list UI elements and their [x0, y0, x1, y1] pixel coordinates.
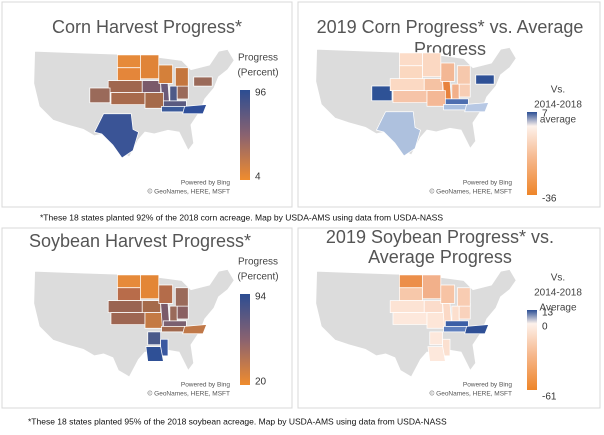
- state: [141, 300, 162, 313]
- state: [193, 76, 213, 87]
- scale-label: 0: [542, 322, 548, 333]
- map-credit: Powered by Bing: [181, 382, 231, 389]
- state: [423, 300, 444, 313]
- map: [33, 48, 235, 159]
- state: [475, 74, 495, 85]
- map-title: Average Progress: [368, 247, 512, 267]
- state: [174, 67, 189, 87]
- state: [456, 65, 471, 85]
- state: [399, 287, 423, 302]
- legend-title: (Percent): [237, 272, 278, 283]
- state: [117, 274, 141, 289]
- map-title: Corn Harvest Progress*: [52, 17, 242, 37]
- scale-label: 7: [542, 109, 548, 120]
- state: [182, 104, 208, 115]
- map: [33, 268, 235, 378]
- state: [158, 64, 173, 84]
- state: [182, 324, 208, 335]
- state: [399, 65, 423, 80]
- state: [140, 274, 160, 300]
- state: [429, 331, 444, 346]
- state: [456, 287, 471, 307]
- scale-label: -61: [542, 392, 557, 403]
- state: [163, 100, 187, 107]
- state: [392, 312, 428, 325]
- map-title: 2019 Soybean Progress* vs.: [326, 227, 554, 247]
- map-credit: © GeoNames, HERE, MSFT: [430, 188, 512, 196]
- state: [93, 113, 140, 159]
- scale-label: -36: [542, 194, 557, 205]
- scale-label: 13: [542, 308, 554, 319]
- legend-title: (Percent): [237, 68, 278, 79]
- color-scale: [240, 90, 250, 180]
- map-title: Soybean Harvest Progress*: [29, 231, 251, 251]
- state: [440, 62, 455, 82]
- state: [147, 331, 162, 346]
- state: [399, 274, 423, 289]
- state: [464, 324, 490, 335]
- scale-label: 20: [255, 377, 267, 388]
- state: [389, 78, 425, 91]
- state: [389, 300, 425, 313]
- state: [163, 320, 187, 327]
- color-scale: [240, 294, 250, 385]
- scale-label: 94: [255, 292, 267, 303]
- map-credit: Powered by Bing: [463, 180, 513, 187]
- state: [423, 78, 444, 91]
- map-title: 2019 Corn Progress* vs. Average: [317, 17, 584, 37]
- state: [445, 320, 469, 327]
- legend-title: Average: [539, 303, 577, 314]
- scale-label: 96: [255, 88, 267, 99]
- state: [399, 52, 423, 67]
- legend-title: Progress: [238, 53, 278, 64]
- legend-title: Vs.: [551, 85, 565, 96]
- map-credit: Powered by Bing: [463, 382, 513, 389]
- color-scale: [527, 112, 537, 195]
- map-credit: Powered by Bing: [181, 180, 231, 187]
- legend-title: Progress: [238, 257, 278, 268]
- state: [174, 287, 189, 307]
- footnote: *These 18 states planted 95% of the 2018…: [28, 416, 447, 426]
- legend-title: 2014-2018: [534, 100, 582, 111]
- map: [315, 268, 517, 378]
- state: [144, 92, 164, 109]
- color-scale: [527, 310, 537, 390]
- legend-title: average: [540, 115, 577, 126]
- state: [145, 346, 164, 362]
- scale-label: 4: [255, 172, 261, 183]
- state: [141, 80, 162, 93]
- map: [315, 46, 517, 157]
- state: [117, 67, 141, 82]
- state: [440, 284, 455, 304]
- state: [107, 80, 143, 93]
- legend-title: Vs.: [551, 273, 565, 284]
- state: [371, 85, 393, 102]
- state: [110, 312, 146, 325]
- map-credit: © GeoNames, HERE, MSFT: [430, 390, 512, 398]
- state: [445, 98, 469, 105]
- state: [158, 284, 173, 304]
- state: [110, 92, 146, 105]
- state: [392, 90, 428, 103]
- state: [117, 54, 141, 69]
- legend-title: 2014-2018: [534, 288, 582, 299]
- state: [117, 287, 141, 302]
- state: [375, 111, 422, 157]
- state: [140, 54, 160, 80]
- state: [89, 87, 111, 104]
- state: [144, 312, 164, 329]
- state: [422, 52, 442, 78]
- footnote: *These 18 states planted 92% of the 2018…: [40, 212, 443, 222]
- state: [427, 346, 446, 362]
- state: [107, 300, 143, 313]
- map-credit: © GeoNames, HERE, MSFT: [148, 188, 230, 196]
- map-credit: © GeoNames, HERE, MSFT: [148, 390, 230, 398]
- state: [422, 274, 442, 300]
- state: [464, 102, 490, 113]
- state: [426, 312, 446, 329]
- state: [426, 90, 446, 107]
